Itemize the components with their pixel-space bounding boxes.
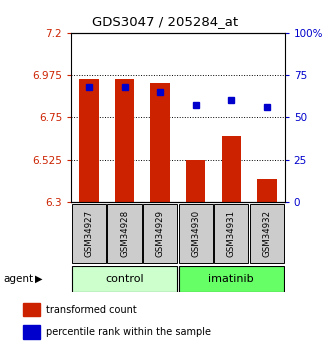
Text: control: control: [105, 274, 144, 284]
FancyBboxPatch shape: [108, 204, 142, 263]
FancyBboxPatch shape: [179, 266, 284, 292]
Text: GSM34931: GSM34931: [227, 210, 236, 257]
Text: GSM34928: GSM34928: [120, 210, 129, 257]
Text: agent: agent: [3, 274, 33, 284]
Text: percentile rank within the sample: percentile rank within the sample: [46, 327, 211, 337]
Bar: [23, 325, 40, 339]
FancyBboxPatch shape: [72, 204, 106, 263]
Text: GDS3047 / 205284_at: GDS3047 / 205284_at: [92, 16, 239, 29]
Bar: [150, 83, 170, 202]
FancyBboxPatch shape: [143, 204, 177, 263]
FancyBboxPatch shape: [72, 266, 177, 292]
Text: GSM34930: GSM34930: [191, 210, 200, 257]
Bar: [115, 79, 134, 202]
Text: imatinib: imatinib: [209, 274, 254, 284]
FancyBboxPatch shape: [179, 204, 213, 263]
FancyBboxPatch shape: [250, 204, 284, 263]
Bar: [186, 159, 206, 202]
Bar: [221, 136, 241, 202]
Text: transformed count: transformed count: [46, 305, 136, 315]
Text: GSM34929: GSM34929: [156, 210, 165, 257]
Bar: [23, 303, 40, 316]
Bar: [79, 79, 99, 202]
FancyBboxPatch shape: [214, 204, 248, 263]
Text: GSM34932: GSM34932: [262, 210, 271, 257]
Text: ▶: ▶: [35, 274, 42, 284]
Bar: [257, 179, 277, 202]
Text: GSM34927: GSM34927: [84, 210, 93, 257]
